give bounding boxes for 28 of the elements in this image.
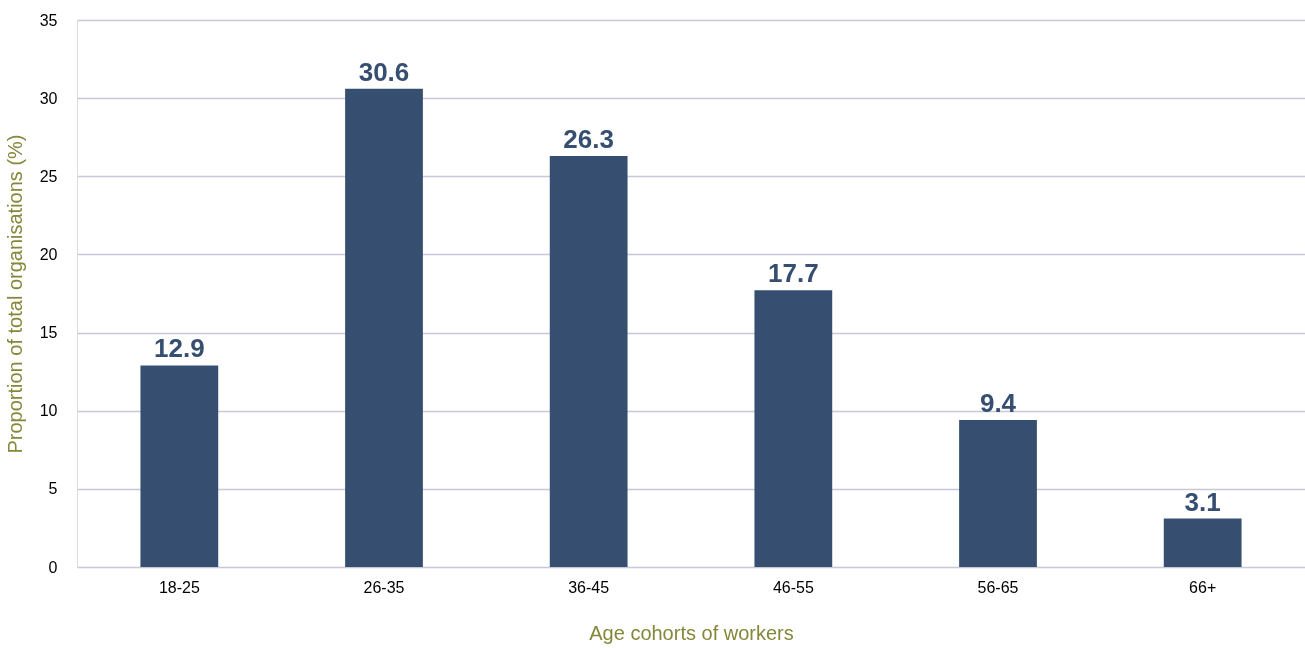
bar xyxy=(754,290,833,567)
data-label: 17.7 xyxy=(768,258,819,289)
x-axis-title: Age cohorts of workers xyxy=(589,621,794,644)
x-tick-label: 66+ xyxy=(1189,578,1217,596)
y-tick-label: 10 xyxy=(39,402,58,420)
bar xyxy=(345,88,423,567)
data-label: 9.4 xyxy=(979,388,1017,419)
data-label: 30.6 xyxy=(358,56,410,87)
data-label: 12.9 xyxy=(154,333,205,364)
x-tick-label: 26-35 xyxy=(363,578,405,596)
y-tick-label: 0 xyxy=(48,558,58,576)
y-axis-title: Proportion of total organisations (%) xyxy=(3,134,26,454)
x-tick-label: 56-65 xyxy=(977,578,1019,596)
bar xyxy=(959,420,1037,567)
y-tick-label: 15 xyxy=(39,324,58,342)
bar xyxy=(1163,518,1242,567)
x-tick-label: 46-55 xyxy=(772,578,814,596)
bar xyxy=(140,365,219,567)
x-tick-label: 36-45 xyxy=(568,578,610,596)
y-tick-label: 25 xyxy=(39,167,58,185)
y-tick-label: 20 xyxy=(39,245,58,263)
data-label: 26.3 xyxy=(563,123,614,154)
x-tick-label: 18-25 xyxy=(158,578,200,596)
y-tick-label: 35 xyxy=(39,11,58,29)
data-label: 3.1 xyxy=(1184,486,1221,517)
bar xyxy=(549,155,628,567)
y-tick-label: 30 xyxy=(39,89,58,107)
y-tick-label: 5 xyxy=(48,480,58,498)
